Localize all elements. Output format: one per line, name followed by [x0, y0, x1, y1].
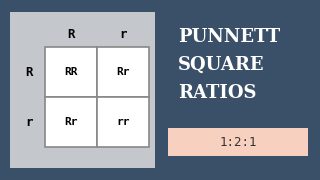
- Text: PUNNETT: PUNNETT: [178, 28, 280, 46]
- Bar: [168, 128, 308, 156]
- Text: RATIOS: RATIOS: [178, 84, 257, 102]
- Bar: [97, 97, 149, 147]
- Text: RR: RR: [64, 67, 78, 77]
- Text: R: R: [25, 66, 33, 78]
- Text: R: R: [67, 28, 75, 42]
- Text: Rr: Rr: [116, 67, 130, 77]
- Bar: [45, 97, 97, 147]
- Text: r: r: [25, 116, 33, 129]
- Text: rr: rr: [116, 117, 130, 127]
- Text: SQUARE: SQUARE: [178, 56, 265, 74]
- Bar: [10, 12, 155, 168]
- Bar: [45, 47, 97, 97]
- Text: Rr: Rr: [64, 117, 78, 127]
- Text: 1:2:1: 1:2:1: [219, 136, 257, 148]
- Text: r: r: [119, 28, 127, 42]
- Bar: [97, 47, 149, 97]
